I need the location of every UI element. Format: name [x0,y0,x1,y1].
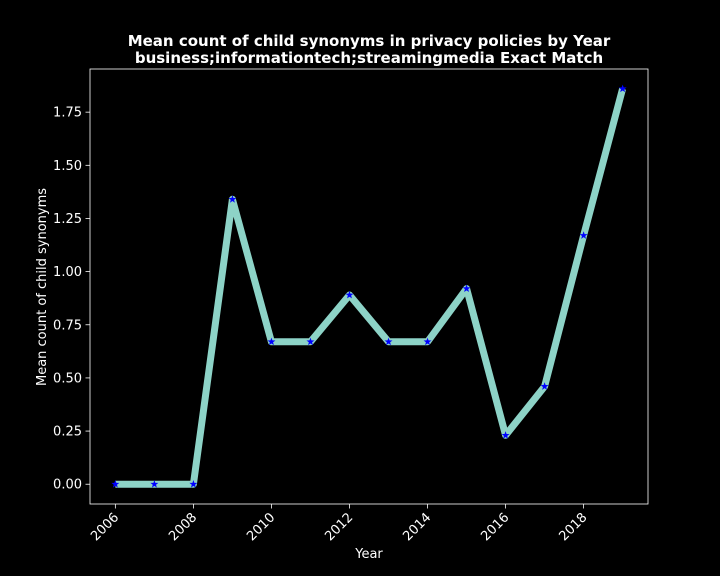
data-point [501,431,510,439]
chart-title: Mean count of child synonyms in privacy … [128,32,611,50]
x-axis-label: Year [354,547,383,562]
data-point [345,290,354,299]
x-tick-label: 2016 [478,510,512,544]
data-point [462,284,471,293]
data-point [579,231,588,239]
chart-subtitle: business;informationtech;streamingmedia … [135,49,603,67]
data-point [384,337,393,346]
x-tick-label: 2012 [322,510,356,544]
y-axis-ticks: 0.00 0.25 0.50 0.75 1.00 1.25 1.50 1.75 [53,106,90,493]
x-tick-label: 2018 [556,510,590,544]
y-axis-label: Mean count of child synonyms [35,188,50,386]
data-point [111,480,120,488]
y-tick-label: 0.00 [53,478,82,493]
data-point [267,337,276,346]
y-tick-label: 1.25 [53,212,82,227]
y-tick-label: 1.00 [53,265,82,280]
data-point [189,480,198,488]
y-tick-label: 1.50 [53,159,82,174]
x-tick-label: 2014 [400,510,434,544]
data-point [150,480,159,488]
y-tick-label: 0.50 [53,371,82,386]
y-tick-label: 0.75 [53,318,82,333]
data-point [306,337,315,346]
x-tick-label: 2008 [166,510,200,544]
y-tick-label: 1.75 [53,106,82,121]
plot-area [89,68,649,505]
data-point [423,337,432,346]
x-tick-label: 2010 [244,510,278,544]
series-line [115,87,626,488]
axes-frame [89,68,649,505]
data-point [228,195,237,203]
data-point [540,382,549,390]
data-point [618,84,627,93]
x-tick-label: 2006 [88,510,122,544]
x-axis-ticks: 2006 2008 2010 2012 2014 2016 2018 [88,504,590,544]
y-tick-label: 0.25 [53,425,82,440]
